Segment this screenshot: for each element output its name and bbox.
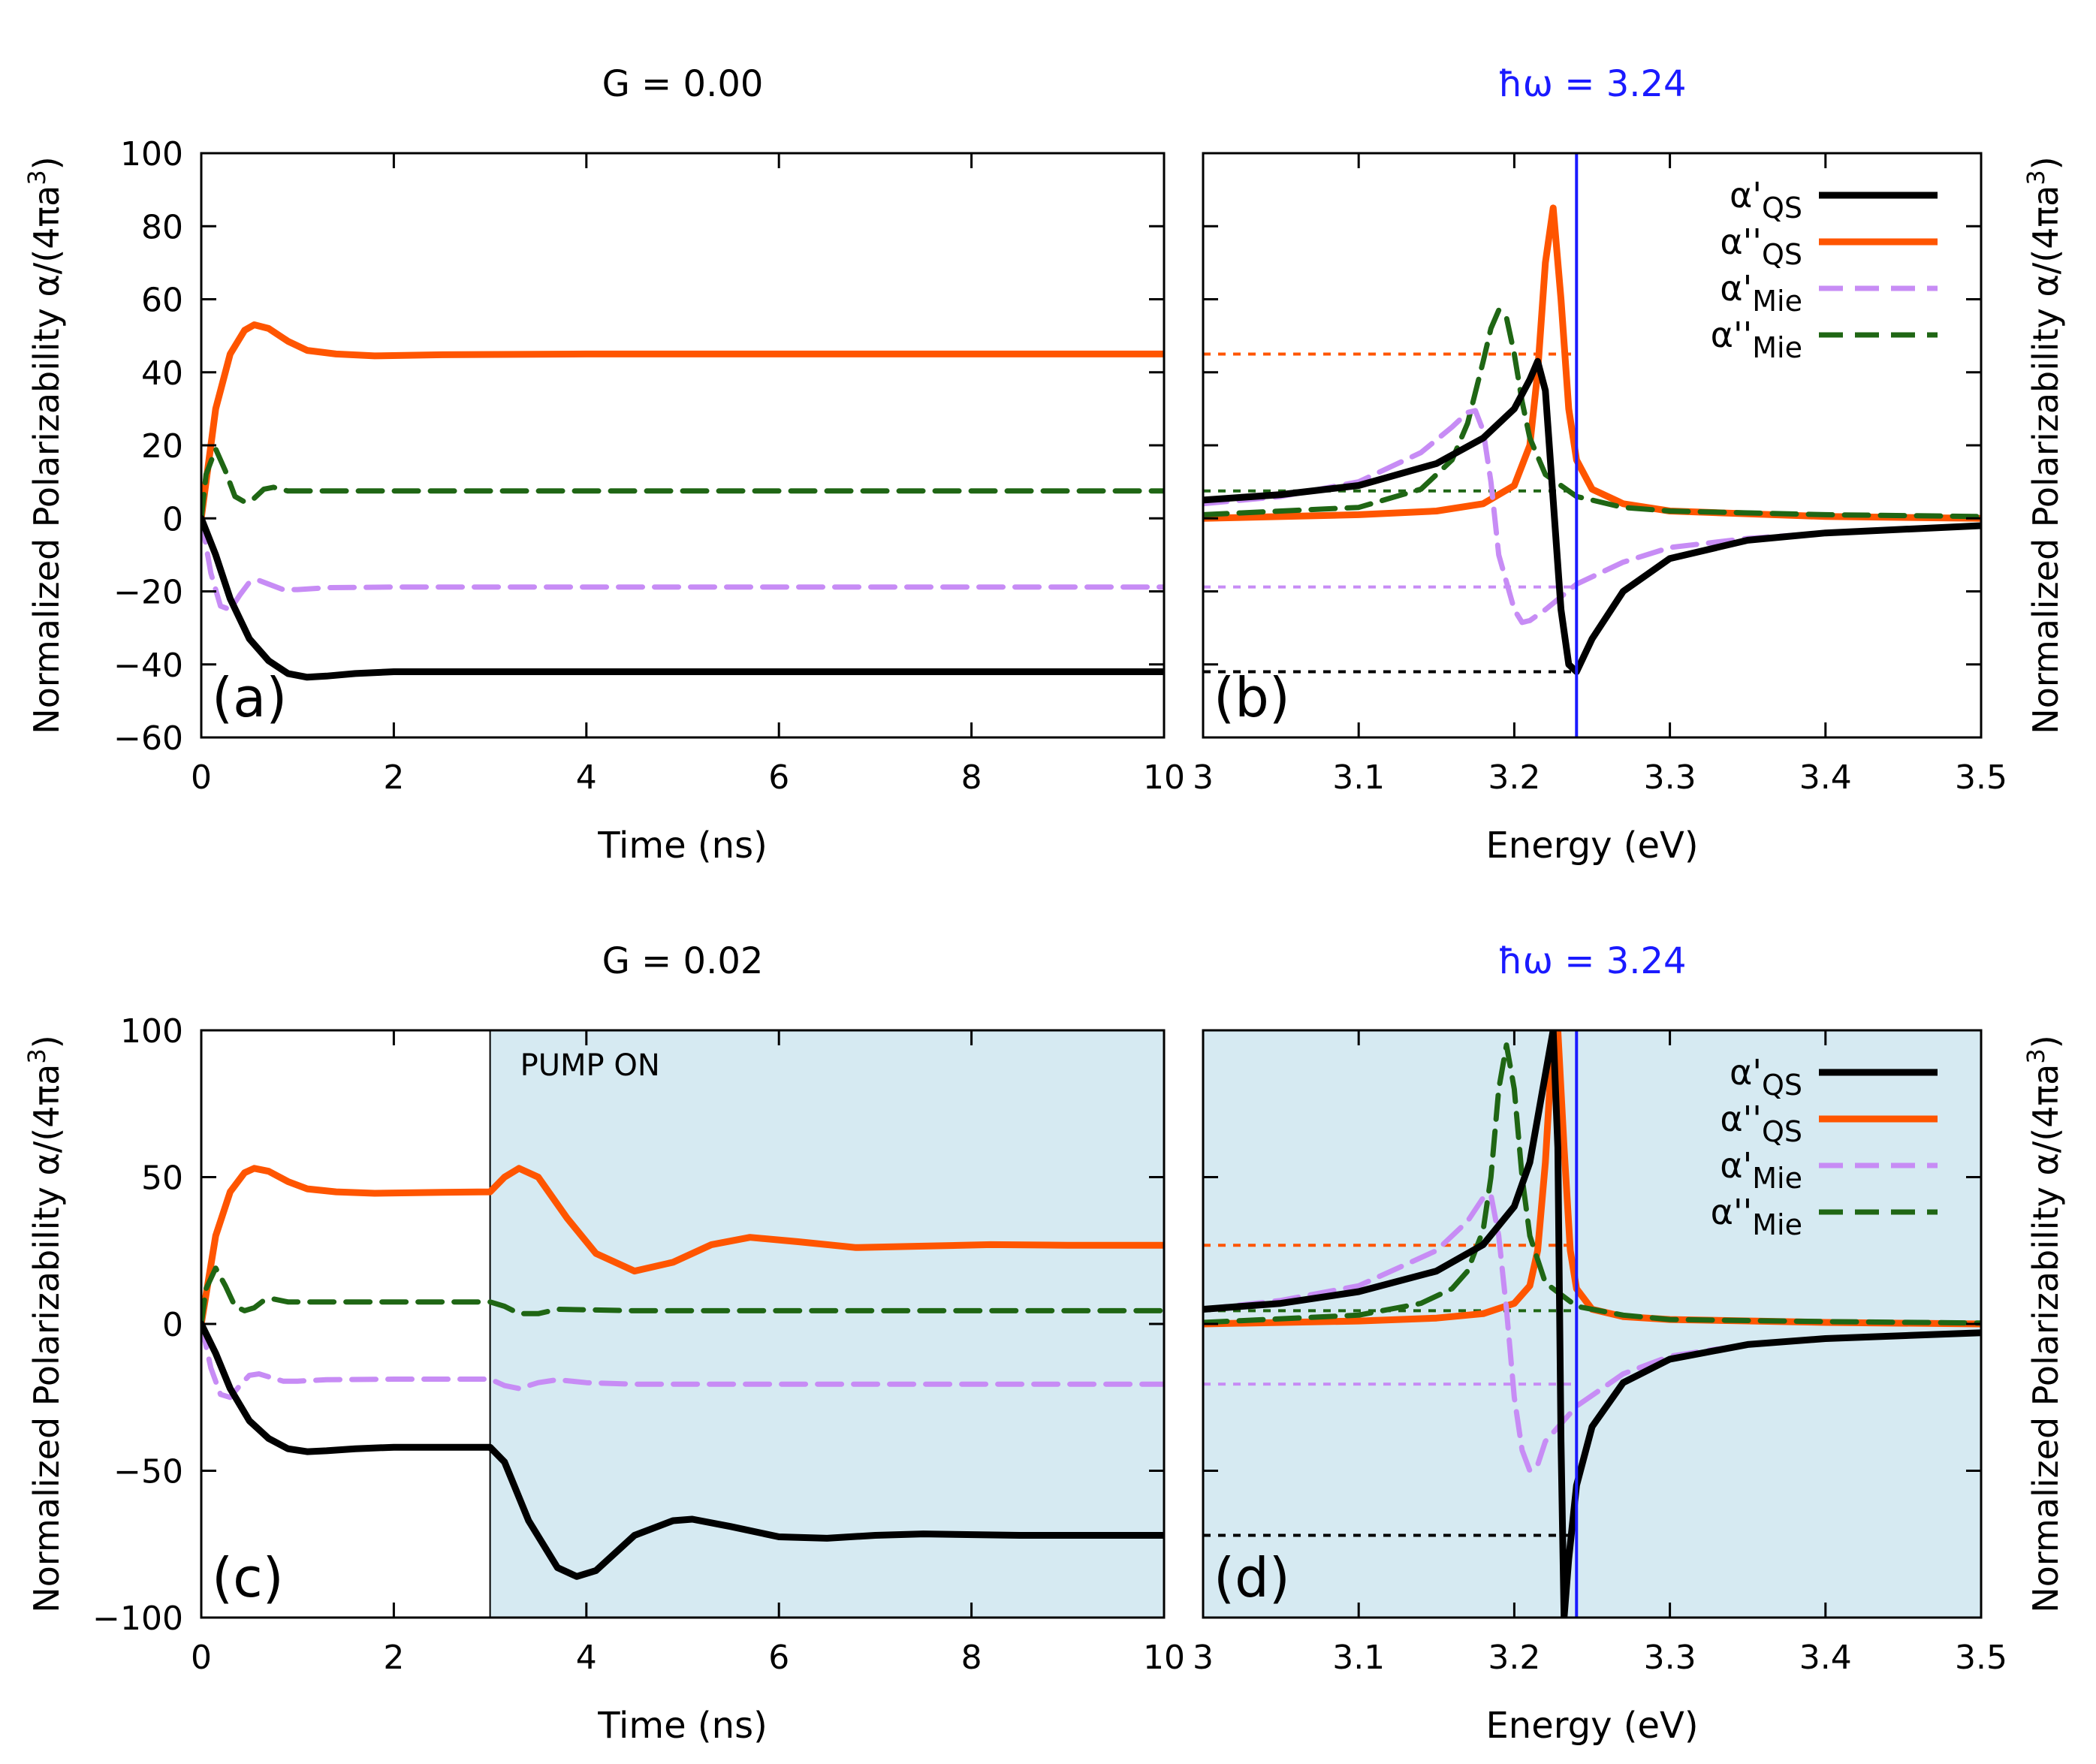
x-tick-label: 2 [383, 758, 404, 797]
y-tick-label: 80 [141, 208, 183, 246]
x-tick-label: 3.3 [1644, 758, 1696, 797]
series-alpha-re-qs [1203, 357, 1981, 675]
y-tick-label: 0 [162, 1306, 183, 1344]
series-alpha-re-mie [201, 515, 1164, 613]
plot-area [201, 321, 1164, 681]
series-alpha-re-mie [1203, 1192, 1981, 1473]
x-tick-label: 0 [191, 758, 212, 797]
x-tick-label: 3 [1193, 758, 1214, 797]
panel-c: PUMP ON 0 2 4 6 8 10 −100 −50 0 50 100 G = 0.02 Time … [23, 940, 1185, 1747]
x-axis-label: Time (ns) [597, 825, 768, 867]
y-tick-label: 100 [120, 135, 183, 173]
series-alpha-im-mie [1203, 1042, 1981, 1326]
y-tick-label: −40 [113, 647, 183, 685]
panel-title: ħω = 3.24 [1497, 940, 1686, 982]
panel-d: 3 3.1 3.2 3.3 3.4 3.5 ħω = 3.24 Energy (eV) (d) N… [1193, 940, 2066, 1747]
y-axis-label: Normalized Polarizability α/(4πa3) [23, 1035, 67, 1612]
legend-label: α'QS [1730, 175, 1802, 225]
y-tick-label: 50 [141, 1159, 183, 1198]
x-tick-label: 10 [1143, 1639, 1185, 1677]
series-alpha-re-qs [1203, 1030, 1981, 1618]
x-tick-label: 0 [191, 1639, 212, 1677]
panel-title: G = 0.00 [602, 63, 764, 105]
series-alpha-im-qs [201, 1165, 1164, 1328]
x-tick-label: 10 [1143, 758, 1185, 797]
x-tick-label: 3.4 [1799, 758, 1852, 797]
x-tick-label: 8 [961, 1639, 982, 1677]
legend-label: α''QS [1720, 222, 1802, 271]
x-tick-label: 3.5 [1955, 1639, 2007, 1677]
x-tick-label: 3.2 [1488, 758, 1540, 797]
x-tick-label: 2 [383, 1639, 404, 1677]
y-axis-label: Normalized Polarizability α/(4πa3) [2022, 156, 2066, 734]
series-alpha-im-mie [1203, 307, 1981, 520]
series-alpha-im-mie [201, 1265, 1164, 1327]
panel-title: ħω = 3.24 [1497, 63, 1686, 105]
series-alpha-im-mie [201, 446, 1164, 521]
plot-area [201, 1165, 1164, 1580]
x-tick-label: 3.4 [1799, 1639, 1852, 1677]
x-tick-label: 3.1 [1332, 1639, 1385, 1677]
panel-tag: (d) [1214, 1546, 1290, 1609]
plot-area [1203, 153, 1981, 737]
y-tick-label: 100 [120, 1012, 183, 1051]
y-tick-label: 60 [141, 282, 183, 320]
panel-tag: (a) [212, 666, 287, 729]
y-tick-label: 0 [162, 500, 183, 538]
legend-label: α''Mie [1711, 315, 1802, 364]
series-alpha-im-qs [1203, 204, 1981, 522]
y-tick-label: 40 [141, 354, 183, 393]
series-alpha-re-qs [201, 514, 1164, 681]
x-axis-label: Energy (eV) [1485, 1705, 1698, 1747]
x-tick-label: 6 [768, 758, 789, 797]
plot-area [1203, 1030, 1981, 1618]
axes-frame [200, 152, 1166, 739]
y-axis-label: Normalized Polarizability α/(4πa3) [2022, 1035, 2066, 1612]
x-axis-label: Energy (eV) [1485, 825, 1698, 867]
panel-a: 0 2 4 6 8 10 −60 −40 −20 0 20 40 60 80 100 G = 0.00 Time… [23, 63, 1185, 867]
y-tick-label: −50 [113, 1453, 183, 1491]
pump-label: PUMP ON [520, 1048, 660, 1083]
x-tick-label: 4 [576, 758, 597, 797]
x-tick-label: 8 [961, 758, 982, 797]
x-tick-label: 3.1 [1332, 758, 1385, 797]
panel-title: G = 0.02 [602, 940, 764, 982]
pump-region [490, 1030, 1164, 1618]
x-tick-label: 4 [576, 1639, 597, 1677]
series-alpha-im-qs [201, 321, 1164, 522]
y-axis-label: Normalized Polarizability α/(4πa3) [23, 156, 67, 734]
series-alpha-re-mie [1203, 408, 1981, 626]
x-tick-label: 3.2 [1488, 1639, 1540, 1677]
panel-tag: (c) [212, 1546, 284, 1609]
y-tick-label: −100 [92, 1600, 183, 1638]
y-tick-label: −60 [113, 719, 183, 758]
legend-label: α'Mie [1720, 268, 1802, 318]
x-tick-label: 3.3 [1644, 1639, 1696, 1677]
series-alpha-re-qs [201, 1320, 1164, 1580]
y-tick-label: −20 [113, 574, 183, 612]
x-tick-label: 3 [1193, 1639, 1214, 1677]
x-axis-label: Time (ns) [597, 1705, 768, 1747]
legend-label: α'Mie [1720, 1145, 1802, 1195]
x-tick-label: 3.5 [1955, 758, 2007, 797]
panel-b: 3 3.1 3.2 3.3 3.4 3.5 ħω = 3.24 Energy (eV) (b) N… [1193, 63, 2066, 867]
x-tick-label: 6 [768, 1639, 789, 1677]
legend-label: α'QS [1730, 1052, 1802, 1102]
legend-label: α''QS [1720, 1099, 1802, 1148]
panel-tag: (b) [1214, 666, 1290, 729]
y-tick-label: 20 [141, 427, 183, 466]
legend-label: α''Mie [1711, 1192, 1802, 1241]
